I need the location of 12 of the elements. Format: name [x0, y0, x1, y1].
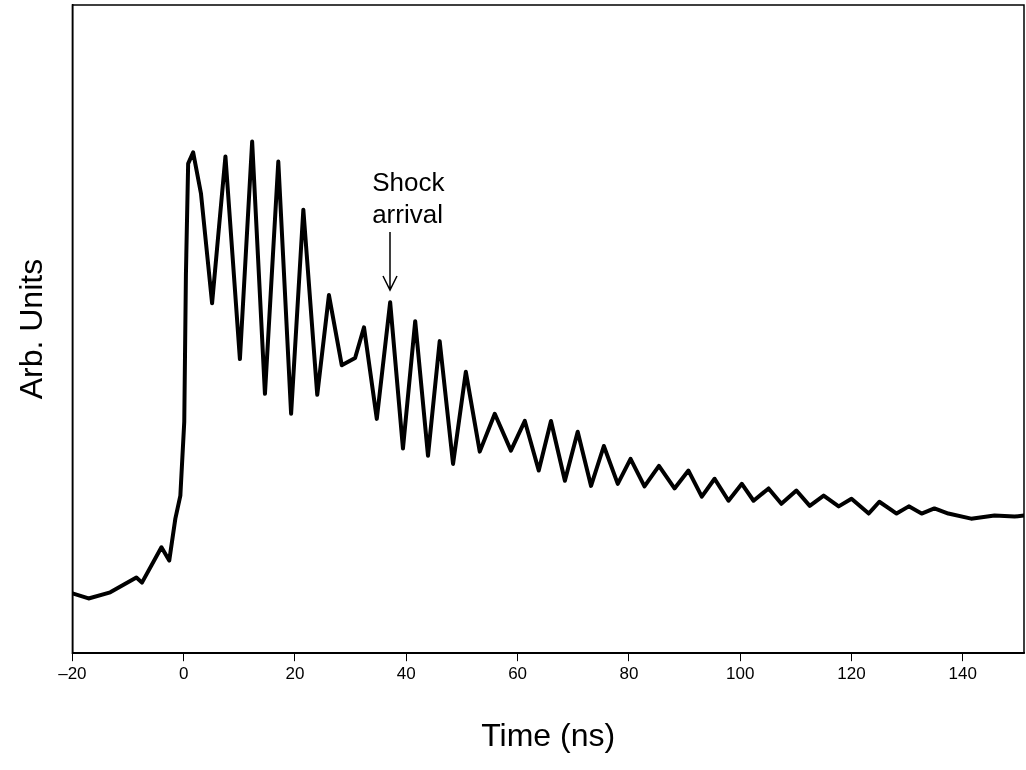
x-axis-title: Time (ns): [481, 716, 616, 753]
x-tick-label: 60: [508, 664, 528, 684]
x-tick-label: 100: [726, 664, 755, 684]
x-tick-label: 40: [396, 664, 416, 684]
x-tick-label: –20: [58, 664, 87, 684]
annotation: Shock arrival: [372, 166, 445, 231]
x-tick-label: 80: [619, 664, 639, 684]
x-tick-label: 0: [178, 664, 189, 684]
x-tick-label: 140: [948, 664, 977, 684]
x-tick-label: 120: [837, 664, 866, 684]
x-tick-label: 20: [285, 664, 305, 684]
y-axis-title: Arb. Units: [13, 258, 50, 400]
